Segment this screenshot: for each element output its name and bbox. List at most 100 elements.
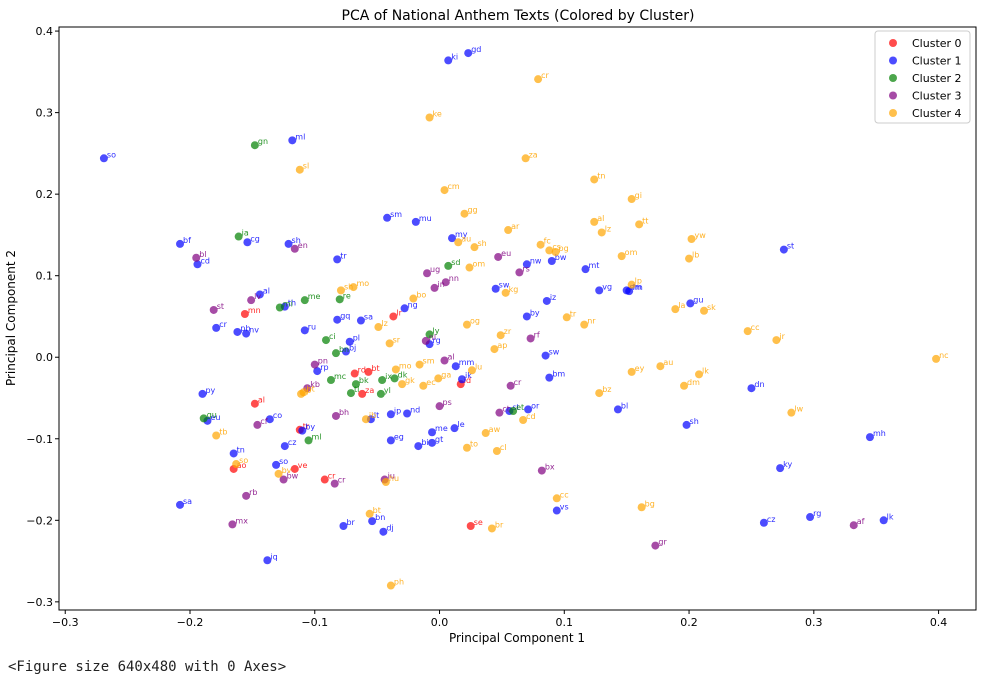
data-point <box>368 517 377 526</box>
data-point <box>376 389 385 398</box>
data-point <box>99 154 108 163</box>
data-point <box>336 286 345 295</box>
point-label: ip <box>394 406 401 415</box>
point-label: vg <box>602 282 612 291</box>
data-point <box>879 516 888 525</box>
data-point <box>595 389 604 398</box>
data-point <box>414 442 423 451</box>
data-point <box>176 239 185 248</box>
data-point <box>495 408 504 417</box>
data-point <box>849 521 858 530</box>
legend-marker <box>889 109 897 117</box>
point-label: tt <box>642 216 648 225</box>
data-point <box>358 389 367 398</box>
chart-title: PCA of National Anthem Texts (Colored by… <box>342 8 695 24</box>
point-label: cs <box>552 242 561 251</box>
data-point <box>496 331 505 340</box>
point-label: dj <box>386 524 393 533</box>
point-label: tn <box>237 445 245 454</box>
point-label: sh <box>344 282 353 291</box>
data-point <box>428 438 437 447</box>
data-point <box>386 581 395 590</box>
data-point <box>423 269 432 278</box>
data-point <box>284 239 293 248</box>
data-point <box>310 360 319 369</box>
data-point <box>613 405 622 414</box>
data-point <box>313 367 322 376</box>
data-point <box>383 213 392 222</box>
data-point <box>580 320 589 329</box>
legend-label: Cluster 0 <box>912 37 962 50</box>
plot-frame <box>58 26 977 611</box>
point-label: tr <box>303 422 310 431</box>
data-point <box>331 349 340 358</box>
point-label: om <box>472 260 485 269</box>
point-label: lv <box>254 292 261 301</box>
x-tick-label: −0.2 <box>177 616 204 629</box>
point-label: me <box>308 292 321 301</box>
point-label: rd <box>358 366 366 375</box>
point-label: en <box>298 241 308 250</box>
point-label: nc <box>939 351 948 360</box>
point-label: by <box>530 308 540 317</box>
point-label: ph <box>394 578 404 587</box>
data-point <box>279 475 288 484</box>
point-label: sm <box>423 357 435 366</box>
point-label: le <box>457 420 464 429</box>
point-label: cr <box>328 472 336 481</box>
data-point <box>243 238 252 247</box>
data-point <box>330 479 339 488</box>
data-point <box>390 374 399 383</box>
y-tick-label: 0.1 <box>36 270 54 283</box>
data-point <box>521 154 530 163</box>
point-label: lp <box>635 277 642 286</box>
data-point <box>415 360 424 369</box>
point-label: jr <box>778 332 785 341</box>
data-point <box>400 304 409 313</box>
data-point <box>470 243 479 252</box>
data-point <box>434 374 443 383</box>
data-point <box>275 303 284 312</box>
point-label: et <box>516 403 524 412</box>
data-point <box>625 287 634 296</box>
data-point <box>509 407 518 416</box>
data-point <box>627 367 636 376</box>
legend-marker <box>889 56 897 65</box>
point-label: iu <box>388 472 395 481</box>
data-point <box>562 313 571 322</box>
data-point <box>542 296 551 305</box>
data-point <box>494 252 503 261</box>
data-point <box>627 280 636 289</box>
data-point <box>398 380 407 389</box>
figure-size-output: <Figure size 640x480 with 0 Axes> <box>8 659 287 675</box>
point-label: sh <box>690 417 699 426</box>
point-label: py <box>205 386 215 395</box>
point-label: se <box>474 518 483 527</box>
point-label: nr <box>587 317 596 326</box>
data-point <box>776 464 785 473</box>
point-label: aw <box>489 425 501 434</box>
data-point <box>193 260 202 269</box>
point-label: cz <box>767 515 776 524</box>
point-label: al <box>448 352 455 361</box>
point-label: mu <box>419 214 432 223</box>
data-point <box>462 320 471 329</box>
point-label: lu <box>475 362 482 371</box>
data-point <box>250 141 259 150</box>
data-point <box>501 288 510 297</box>
point-label: al <box>263 286 270 295</box>
point-label: rs <box>522 264 529 273</box>
data-point <box>457 375 466 384</box>
data-point <box>635 220 644 229</box>
x-tick-label: 0.0 <box>431 616 449 629</box>
point-label: ve <box>298 461 308 470</box>
point-label: bf <box>183 236 191 245</box>
point-label: tl <box>354 385 359 394</box>
data-point <box>481 429 490 438</box>
data-point <box>250 399 259 408</box>
point-label: bv <box>282 466 292 475</box>
point-label: au <box>663 358 673 367</box>
point-label: nv <box>249 326 259 335</box>
axes-layer: −0.3 −0.2 −0.1 0.0 0.1 0.2 0.3 0.4 −0.3 −0.2 −0.1 0… <box>26 25 947 629</box>
